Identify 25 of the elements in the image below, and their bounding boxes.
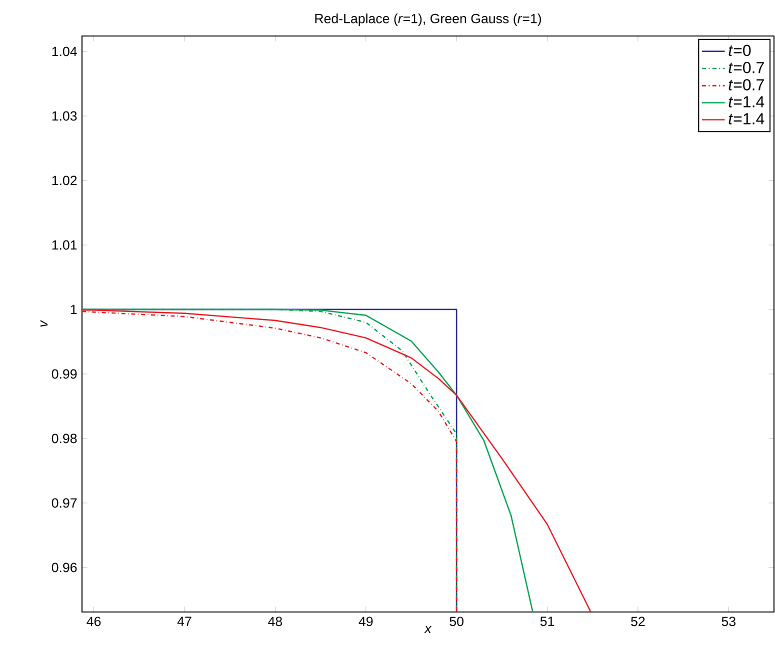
legend-label: t=1.4	[728, 113, 764, 124]
y-tick-label: 0.97	[52, 498, 77, 508]
legend-label: t=0.7	[728, 62, 764, 74]
y-tick-label: 1.02	[52, 176, 77, 186]
x-tick-label: 47	[177, 616, 192, 626]
x-tick-label: 52	[631, 616, 645, 626]
y-axis-title: v	[40, 320, 48, 327]
x-tick-label: 48	[268, 616, 282, 626]
legend-label: t=0.7	[728, 79, 764, 90]
chart-title: Red-Laplace (r=1), Green Gauss (r=1)	[315, 14, 542, 26]
y-tick-label: 0.99	[52, 369, 77, 379]
x-tick-label: 50	[450, 616, 464, 626]
y-tick-label: 1.03	[52, 111, 77, 121]
legend-label: t=1.4	[728, 96, 764, 108]
y-tick-label: 1	[70, 304, 77, 314]
x-axis-title: x	[424, 626, 432, 633]
x-tick-label: 49	[358, 616, 373, 626]
y-tick-label: 0.98	[52, 434, 77, 444]
y-tick-label: 0.96	[52, 562, 77, 572]
legend-label: t=0	[728, 44, 751, 56]
x-tick-label: 53	[722, 616, 736, 626]
x-tick-label: 51	[540, 616, 554, 626]
x-tick-label: 46	[86, 616, 101, 626]
y-tick-label: 1.04	[52, 46, 77, 56]
y-tick-label: 1.01	[52, 240, 77, 250]
